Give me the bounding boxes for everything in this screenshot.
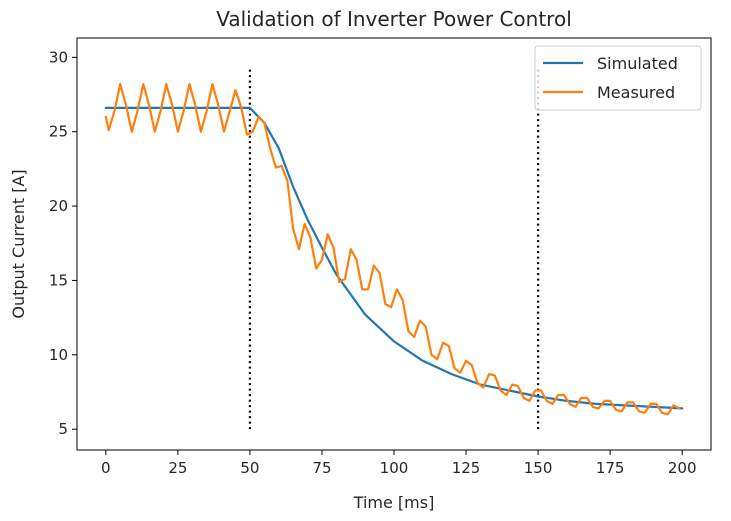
y-tick-label: 5 [58,420,68,438]
x-tick-label: 25 [168,459,187,477]
x-tick-label: 100 [380,459,409,477]
x-tick-label: 175 [596,459,625,477]
y-axis: 5 10 15 20 25 30 [49,48,77,438]
plot-area [104,69,684,430]
x-tick-label: 50 [240,459,259,477]
x-tick-label: 0 [101,459,111,477]
y-tick-label: 15 [49,271,68,289]
y-tick-label: 30 [49,48,68,66]
chart-title: Validation of Inverter Power Control [216,7,572,31]
x-axis-label: Time [ms] [353,493,435,512]
y-tick-label: 10 [49,346,68,364]
y-tick-label: 25 [49,123,68,141]
x-tick-label: 75 [312,459,331,477]
y-tick-label: 20 [49,197,68,215]
legend: Simulated Measured [534,45,702,111]
x-axis: 0 25 50 75 100 125 150 175 200 [101,450,697,477]
x-tick-label: 200 [668,459,697,477]
legend-label-measured: Measured [597,83,675,102]
y-axis-label: Output Current [A] [9,169,28,318]
x-tick-label: 125 [452,459,481,477]
series-line-measured [104,82,681,416]
series-line-simulated [104,106,684,410]
legend-label-simulated: Simulated [597,54,678,73]
x-tick-label: 150 [524,459,553,477]
